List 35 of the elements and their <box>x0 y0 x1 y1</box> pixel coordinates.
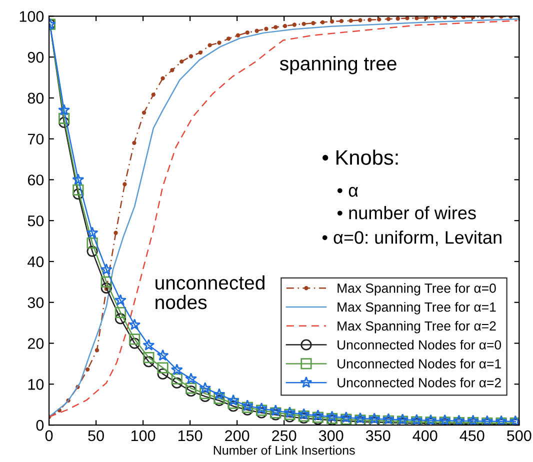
x-tick-label: 100 <box>131 430 156 442</box>
annotation: • α <box>337 186 358 197</box>
x-axis-title: Number of Link Insertions <box>214 446 355 455</box>
x-tick-label: 300 <box>318 430 344 442</box>
y-tick-label: 40 <box>28 256 44 268</box>
y-tick-label: 80 <box>28 92 44 104</box>
annotation: • α=0: uniform, Levitan <box>322 230 502 246</box>
y-tick-label: 100 <box>20 11 44 22</box>
x-tick-label: 50 <box>88 430 104 442</box>
legend-label: Unconnected Nodes for α=2 <box>338 378 501 388</box>
legend-label: Unconnected Nodes for α=0 <box>338 340 502 350</box>
y-tick-label: 90 <box>28 52 44 63</box>
x-tick-label: 200 <box>225 430 250 442</box>
y-tick-label: 20 <box>28 338 44 349</box>
legend-label: Max Spanning Tree for α=2 <box>338 320 496 334</box>
legend-label: Max Spanning Tree for α=0 <box>338 283 496 296</box>
annotation: unconnected nodes <box>156 275 264 310</box>
x-tick-label: 0 <box>45 430 53 442</box>
x-tick-label: 500 <box>507 430 532 442</box>
x-tick-label: 400 <box>412 430 438 442</box>
legend-label: Max Spanning Tree for α=1 <box>338 302 496 314</box>
x-tick-label: 250 <box>272 430 296 442</box>
y-tick-label: 60 <box>28 174 44 186</box>
x-tick-label: 350 <box>366 430 390 442</box>
y-tick-label: 70 <box>28 134 44 145</box>
annotation: • Knobs: <box>322 150 398 165</box>
x-tick-label: 150 <box>178 430 202 442</box>
y-tick-label: 50 <box>28 215 44 226</box>
y-tick-label: 10 <box>28 379 44 390</box>
annotation: • number of wires <box>337 206 476 220</box>
y-tick-label: 0 <box>36 420 44 431</box>
x-tick-label: 450 <box>460 430 484 442</box>
legend-label: Unconnected Nodes for α=1 <box>338 358 501 368</box>
annotation: spanning tree <box>280 56 396 74</box>
y-tick-label: 30 <box>28 297 44 308</box>
